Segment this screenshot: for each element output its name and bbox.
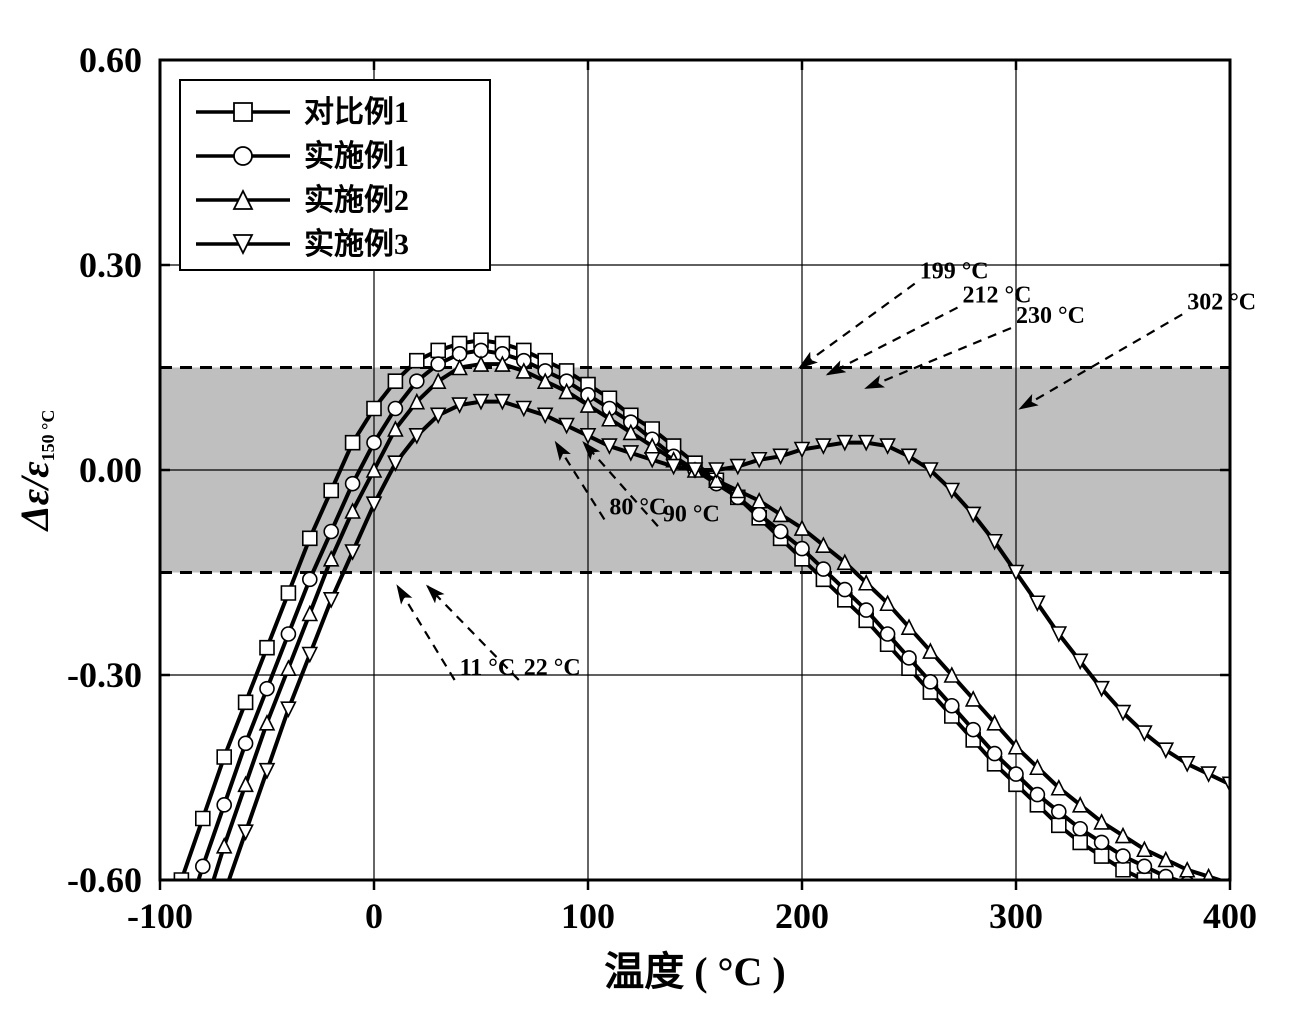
dielectric-temperature-chart: -100 0 100 200 300 400 -0.60 -0.30 0.00 0.30 0.60 温… [0,0,1300,1032]
chart-annotation: 90 °C [663,501,720,527]
legend-label: 实施例3 [304,227,409,261]
chart-annotation: 302 °C [1187,289,1256,315]
y-tick-label: -0.60 [67,860,142,900]
y-tick-label: -0.30 [67,655,142,695]
x-tick-label: 300 [989,896,1043,936]
x-axis-label: 温度 ( °C ) [604,949,786,994]
chart-annotation: 22 °C [524,655,581,681]
chart-container: -100 0 100 200 300 400 -0.60 -0.30 0.00 0.30 0.60 温… [0,0,1300,1032]
chart-annotation: 199 °C [920,259,989,285]
chart-annotation: 80 °C [609,494,666,520]
x-tick-label: 100 [561,896,615,936]
y-tick-label: 0.60 [79,40,142,80]
x-tick-label: 200 [775,896,829,936]
chart-annotation: 230 °C [1016,303,1085,329]
legend-label: 实施例2 [304,183,409,217]
x-tick-label: -100 [127,896,193,936]
y-tick-label: 0.00 [79,450,142,490]
legend-label: 实施例1 [304,139,409,173]
x-tick-label: 400 [1203,896,1257,936]
x-tick-label: 0 [365,896,383,936]
legend-label: 对比例1 [304,96,409,129]
y-tick-label: 0.30 [79,245,142,285]
